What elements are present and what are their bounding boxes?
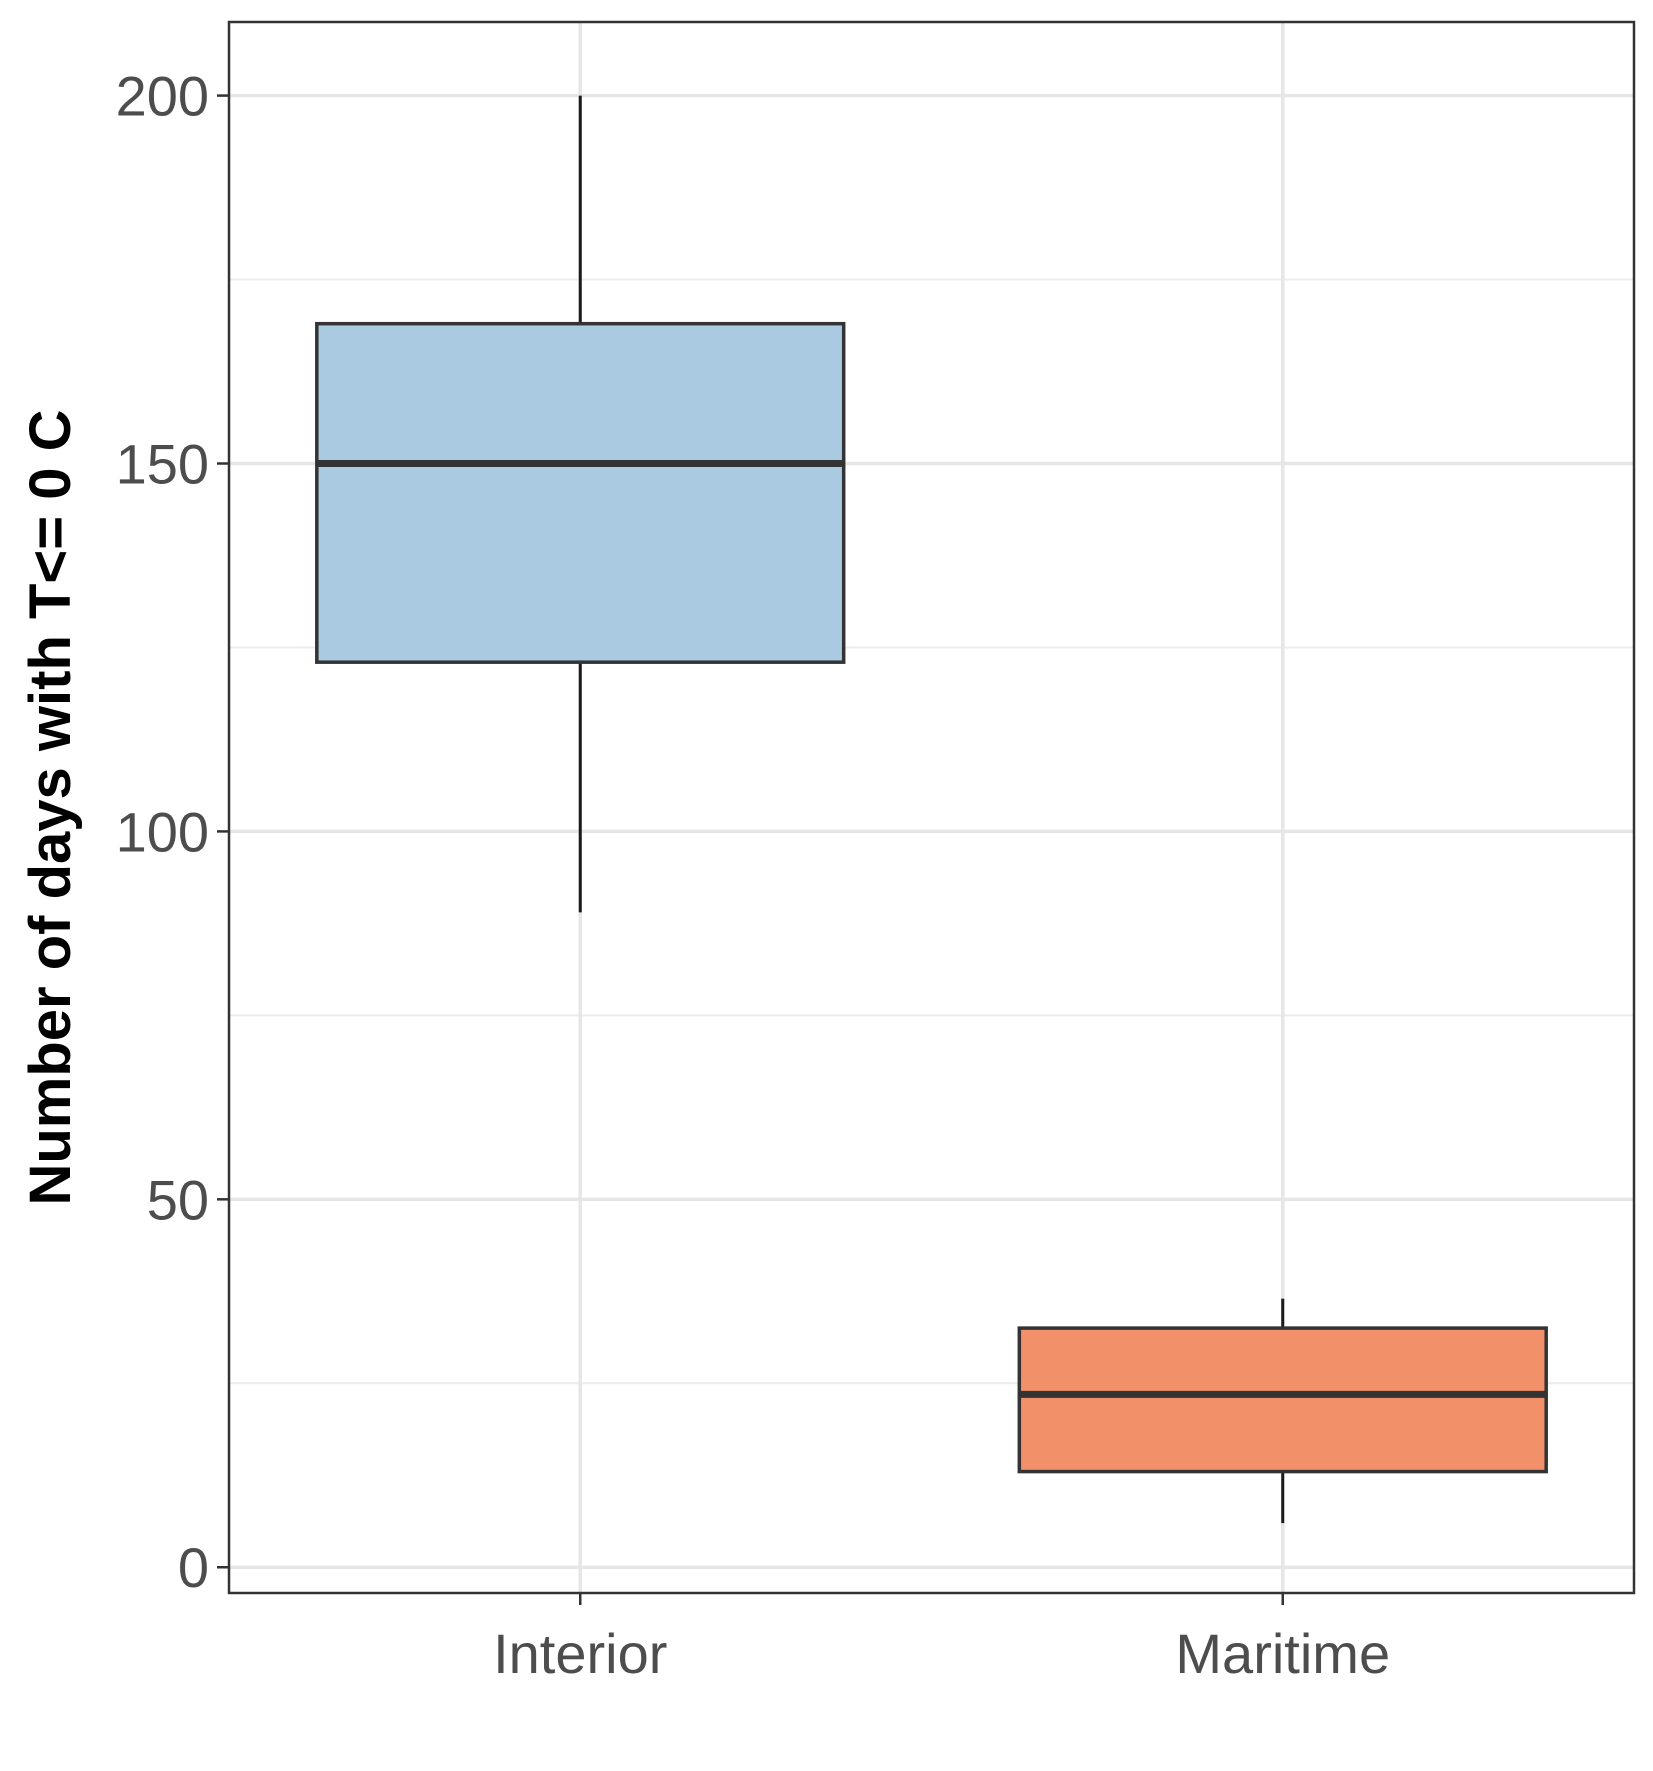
y-tick-label-0: 0 xyxy=(178,1536,209,1599)
box-interior xyxy=(315,321,846,664)
y-tick-label-100: 100 xyxy=(116,800,209,863)
boxes xyxy=(315,95,1548,1524)
x-tick-label-maritime: Maritime xyxy=(1175,1622,1390,1685)
y-tick-label-150: 150 xyxy=(116,432,209,495)
x-axis-ticks: Interior Maritime xyxy=(493,1593,1390,1685)
plot-panel-border xyxy=(227,20,1636,1595)
y-tick-label-50: 50 xyxy=(147,1168,209,1231)
major-gridlines xyxy=(229,22,1634,1593)
y-axis-title: Number of days with T<= 0 C xyxy=(18,409,83,1205)
y-axis-ticks: 0 50 100 150 200 xyxy=(116,65,229,1599)
box-maritime xyxy=(1017,1326,1548,1474)
y-tick-label-200: 200 xyxy=(116,65,209,128)
x-tick-label-interior: Interior xyxy=(493,1622,667,1685)
